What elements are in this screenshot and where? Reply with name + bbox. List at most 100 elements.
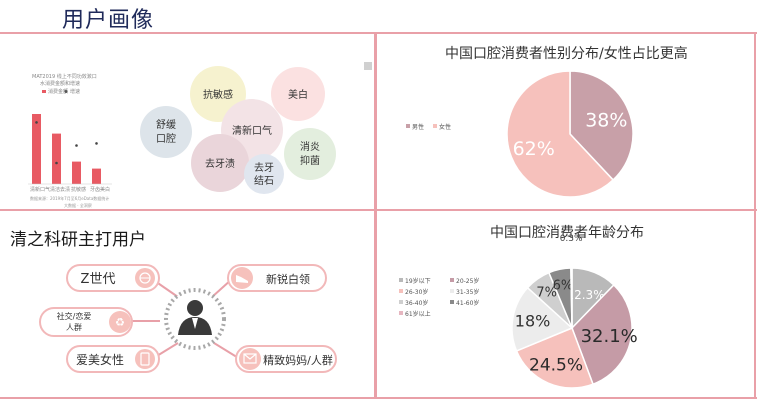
- tag-beauty[interactable]: [66, 345, 160, 373]
- target-users-title: 清之科研主打用户: [10, 230, 146, 250]
- target-users-diagram: Z世代 新锐白领 社交/恋爱 人群 ♻ 爱美女性 精致妈妈/人群: [39, 264, 337, 373]
- age-legend-swatch: [399, 278, 403, 282]
- panel-functional-mouthwash: MAT2019 线上不同功效漱口 水消费金额和增速 消费金额 增速 清新口气 清…: [0, 34, 374, 209]
- mini-bar: [32, 114, 41, 184]
- age-legend-label: 31-35岁: [456, 288, 479, 296]
- divider-bottom: [0, 397, 757, 399]
- mouthwash-illustration: MAT2019 线上不同功效漱口 水消费金额和增速 消费金额 增速 清新口气 清…: [12, 40, 372, 208]
- age-chart-title: 中国口腔消费者年龄分布: [490, 225, 644, 241]
- mini-cat-4: 牙齿美白: [90, 186, 110, 193]
- bubble-soothe: [140, 106, 192, 158]
- panel-gender: 男性 女性 38% 62%: [377, 34, 754, 209]
- bubble-tartar: [244, 154, 284, 194]
- age-legend: 19岁以下 20-25岁 26-30岁 31-35岁 36-40岁 41-60岁 61岁以上: [399, 277, 479, 318]
- mini-growth-point: [55, 161, 58, 165]
- pie-slice: [570, 267, 573, 329]
- pie-label: 32.1%: [581, 326, 638, 347]
- legend-swatch-growth: [64, 90, 68, 93]
- mini-chart-title-2: 水消费金额和增速: [40, 80, 80, 87]
- legend-growth: 增速: [70, 88, 80, 95]
- age-legend-swatch: [399, 311, 403, 315]
- tag-gen-z[interactable]: [66, 264, 160, 292]
- legend-swatch-amount: [42, 90, 46, 93]
- bubble-label-anti-inflammation-2: 抑菌: [300, 155, 320, 167]
- mail-icon-shape: [243, 353, 257, 364]
- age-legend-label: 61岁以上: [405, 310, 431, 318]
- tag-social-label-2: 人群: [66, 322, 82, 332]
- shoe-icon-shape: [236, 275, 248, 283]
- bubble-label-soothe-2: 口腔: [156, 132, 176, 145]
- age-pie: 12.3% 32.1% 24.5% 18% 7%6% 0.3%: [511, 234, 638, 389]
- mail-icon-flap: [243, 353, 257, 360]
- age-legend-swatch: [450, 300, 454, 304]
- mini-cat-3: 抗敏感: [71, 186, 86, 193]
- legend-swatch-female: [433, 124, 437, 128]
- tag-mom[interactable]: [235, 345, 337, 373]
- tag-gen-z-label: Z世代: [81, 272, 116, 287]
- pie-slice: [511, 286, 574, 352]
- bubble-label-stain: 去牙渍: [205, 157, 235, 170]
- tag-social[interactable]: [39, 307, 133, 337]
- bubble-label-anti-inflammation-1: 消炎: [300, 140, 320, 153]
- bubble-label-fresh-breath: 清新口气: [232, 124, 272, 137]
- age-legend-label: 41-60岁: [456, 299, 479, 307]
- pie-slice: [515, 327, 594, 389]
- bubble-label-anti-sensitive: 抗敏感: [203, 88, 233, 101]
- panel-target-users: Z世代 新锐白领 社交/恋爱 人群 ♻ 爱美女性 精致妈妈/人群: [0, 211, 374, 397]
- divider-vertical: [374, 32, 377, 399]
- pie-slice: [506, 70, 615, 198]
- age-legend-label: 19岁以下: [405, 277, 431, 285]
- age-legend-label: 20-25岁: [456, 277, 479, 285]
- scrollbar-thumb[interactable]: [364, 62, 372, 70]
- phone-icon-shape: [140, 352, 150, 366]
- tag-beauty-label: 爱美女性: [76, 352, 124, 367]
- legend-male: 男性: [412, 123, 424, 131]
- divider-top: [0, 32, 757, 34]
- age-pie-chart: 19岁以下 20-25岁 26-30岁 31-35岁 36-40岁 41-60岁 61岁以上…: [399, 234, 638, 389]
- mini-cat-1: 清新口气: [30, 186, 50, 193]
- mini-bar-chart: [32, 114, 101, 184]
- gender-pie: 38% 62%: [506, 70, 634, 198]
- pie-label: 12.3%: [566, 288, 604, 302]
- tag-mom-label: 精致妈妈/人群: [263, 353, 333, 367]
- mini-bar: [52, 133, 61, 184]
- page-title: 用户画像: [62, 8, 155, 33]
- recycle-icon: [109, 311, 131, 333]
- panel-age: 19岁以下 20-25岁 26-30岁 31-35岁 36-40岁 41-60岁 61岁以上…: [377, 211, 754, 397]
- pie-label: 6%: [553, 278, 574, 293]
- age-legend-label: 36-40岁: [405, 299, 428, 307]
- pie-slice: [569, 70, 634, 181]
- mini-growth-point: [75, 144, 78, 147]
- tag-white-collar[interactable]: [227, 264, 327, 292]
- divider-right-edge: [754, 32, 756, 399]
- mini-cat-2: 清洁去渍: [50, 186, 70, 193]
- pie-label: 38%: [585, 109, 627, 131]
- bubble-label-soothe: 舒缓: [156, 118, 176, 131]
- mini-source: 数据来源：2019年7月至6月eData数据统计: [30, 195, 109, 201]
- phone-icon: [135, 349, 155, 369]
- gender-pie-chart: 男性 女性 38% 62%: [406, 70, 634, 198]
- bubble-label-tartar-2: 结石: [254, 174, 274, 187]
- age-legend-label: 26-30岁: [405, 288, 428, 296]
- legend-female: 女性: [439, 123, 451, 131]
- age-legend-swatch: [399, 289, 403, 293]
- pie-label: 7%: [536, 286, 557, 301]
- recycle-icon-glyph: ♻: [115, 316, 125, 329]
- tag-social-label-1: 社交/恋爱: [57, 311, 92, 321]
- legend-amount: 消费金额: [48, 88, 68, 95]
- mini-growth-point: [35, 121, 38, 124]
- mini-footer: 大数据 · 全洞察: [64, 202, 92, 208]
- person-icon: [178, 300, 212, 335]
- bubble-anti-inflammation: [284, 128, 336, 180]
- mini-chart-title-1: MAT2019 线上不同功效漱口: [32, 73, 97, 80]
- gender-chart-title: 中国口腔消费者性别分布/女性占比更高: [445, 46, 688, 62]
- bubble-whitening: [271, 67, 325, 121]
- mini-bar: [72, 161, 81, 184]
- age-legend-swatch: [450, 278, 454, 282]
- pie-label: 0.3%: [560, 234, 583, 244]
- pie-label: 18%: [515, 312, 551, 331]
- divider-middle: [0, 209, 757, 211]
- pie-slice: [571, 283, 633, 386]
- pie-label: 62%: [513, 138, 555, 160]
- tag-white-collar-label: 新锐白领: [266, 272, 310, 286]
